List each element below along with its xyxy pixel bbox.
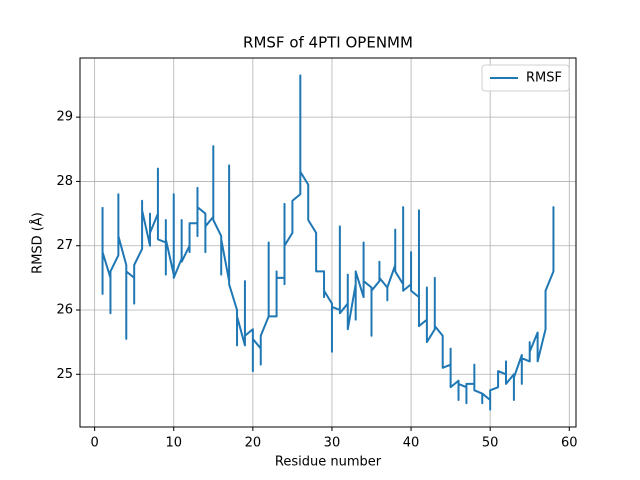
legend-box: [481, 64, 570, 92]
x-axis-label: Residue number: [275, 455, 382, 470]
x-tick-label: 40: [403, 436, 420, 451]
data-line: [101, 74, 555, 411]
chart-title: RMSF of 4PTI OPENMM: [243, 34, 413, 52]
x-tick-label: 0: [90, 436, 98, 451]
plot-frame: [79, 57, 577, 428]
y-tick-label: 28: [56, 174, 73, 189]
y-tick-label: 29: [56, 110, 73, 125]
y-tick-label: 25: [56, 367, 73, 382]
legend-label: RMSF: [526, 71, 562, 86]
y-axis-label: RMSD (Å): [30, 212, 46, 274]
y-tick-label: 26: [56, 303, 73, 318]
x-tick-label: 10: [165, 436, 182, 451]
x-tick-label: 30: [324, 436, 341, 451]
x-tick-label: 50: [482, 436, 499, 451]
x-tick-label: 60: [561, 436, 578, 451]
x-tick-label: 20: [245, 436, 262, 451]
y-tick-label: 27: [56, 238, 73, 253]
